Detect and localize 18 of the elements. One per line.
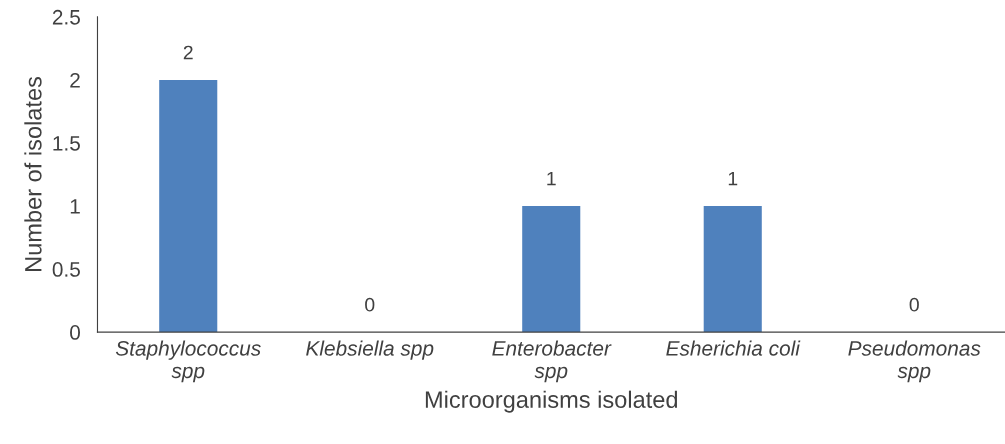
x-axis-title: Microorganisms isolated — [425, 390, 678, 413]
y-tick-label: 0 — [70, 325, 80, 340]
data-label: 1 — [547, 171, 556, 186]
x-tick-label: Staphylococcus spp — [115, 340, 261, 383]
x-tick-label: Klebsiella spp — [306, 340, 434, 360]
data-label: 1 — [728, 171, 738, 186]
x-tick-label: Pseudomonas spp — [848, 340, 981, 383]
data-label: 0 — [909, 297, 919, 312]
y-axis-title: Number of isolates — [24, 76, 42, 271]
x-tick-label: Esherichia coli — [666, 340, 801, 356]
y-tick-label: 0.5 — [52, 262, 80, 277]
data-label: 2 — [183, 45, 193, 60]
y-tick-label: 2.5 — [52, 9, 80, 25]
y-tick-label: 1.5 — [53, 136, 80, 151]
data-label: 0 — [365, 297, 375, 312]
x-tick-label: Enterobacter spp — [492, 340, 612, 383]
y-tick-label: 1 — [70, 199, 80, 214]
y-tick-label: 2 — [70, 72, 80, 88]
